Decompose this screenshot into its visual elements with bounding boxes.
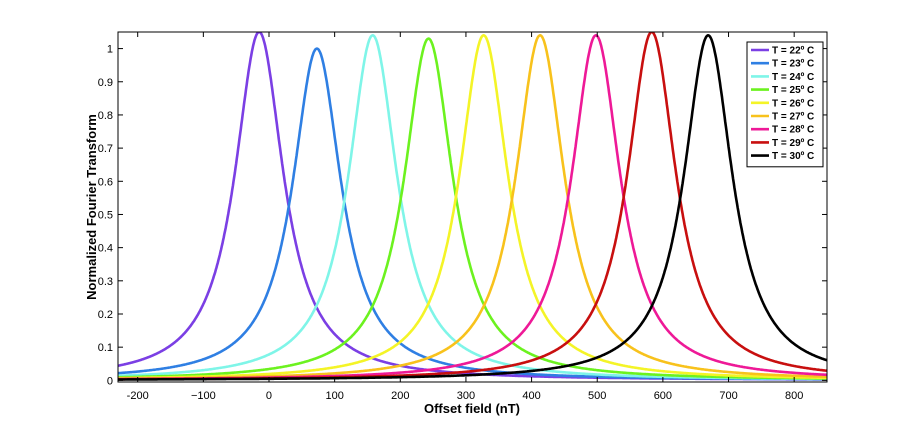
legend: T = 22º C T = 23º C T = 24º C T = 25º C T = … xyxy=(746,41,824,168)
plot-frame xyxy=(117,31,828,383)
y-tick-label: 0.4 xyxy=(98,243,113,255)
x-tick-label: 0 xyxy=(266,390,272,402)
x-tick-label: 500 xyxy=(588,390,606,402)
x-axis-label: Offset field (nT) xyxy=(424,401,520,416)
y-tick-label: 0.8 xyxy=(98,110,113,122)
legend-label: T = 29º C xyxy=(772,138,814,149)
series-line-8 xyxy=(118,33,827,381)
legend-label: T = 25º C xyxy=(772,85,814,96)
legend-label: T = 27º C xyxy=(772,112,814,123)
x-tick-label: 300 xyxy=(457,390,475,402)
y-tick-label: 1 xyxy=(107,44,113,56)
x-axis: -200 −100 0 100 200 300 400 500 600 700 800 xyxy=(127,32,803,402)
series-line-4 xyxy=(118,33,827,380)
x-tick-label: −100 xyxy=(191,390,216,402)
x-tick-label: 700 xyxy=(719,390,737,402)
legend-label: T = 28º C xyxy=(772,125,814,136)
x-tick-label: 200 xyxy=(391,390,409,402)
x-tick-label: 100 xyxy=(325,390,343,402)
y-axis-label: Normalized Fourier Transform xyxy=(84,114,99,300)
legend-label: T = 24º C xyxy=(772,72,814,83)
x-tick-label: 600 xyxy=(654,390,672,402)
y-tick-label: 0.3 xyxy=(98,276,113,288)
y-tick-label: 0.5 xyxy=(98,209,113,221)
legend-label: T = 22º C xyxy=(772,46,814,57)
y-tick-label: 0.1 xyxy=(98,342,113,354)
y-tick-label: 0.7 xyxy=(98,143,113,155)
curves-group xyxy=(118,32,827,381)
y-axis: 0 0.1 0.2 0.3 0.4 0.5 0.6 0.7 0.8 0.9 1 xyxy=(98,44,827,387)
legend-label: T = 26º C xyxy=(772,98,814,109)
x-tick-label: 400 xyxy=(522,390,540,402)
y-tick-label: 0 xyxy=(107,375,113,387)
x-tick-label: -200 xyxy=(127,390,149,402)
legend-label: T = 30º C xyxy=(772,151,814,162)
x-tick-label: 800 xyxy=(785,390,803,402)
y-tick-label: 0.9 xyxy=(98,77,113,89)
series-line-3 xyxy=(118,37,827,380)
y-tick-label: 0.2 xyxy=(98,309,113,321)
y-tick-label: 0.6 xyxy=(98,176,113,188)
legend-label: T = 23º C xyxy=(772,59,814,70)
